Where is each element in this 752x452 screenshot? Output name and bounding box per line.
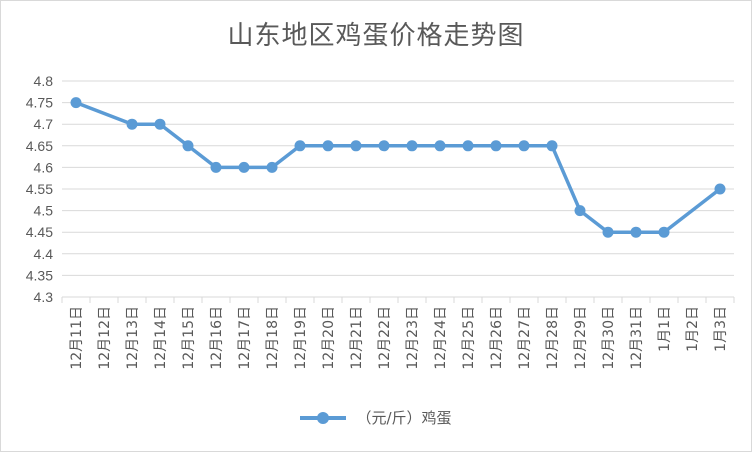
data-point [490,140,502,152]
x-tick-label: 1月3日 [713,306,729,352]
x-tick-label: 12月31日 [629,306,645,370]
x-tick-label: 12月15日 [181,306,197,370]
data-point [546,140,558,152]
x-tick-label: 12月20日 [321,306,337,370]
data-point [154,118,166,130]
data-point [126,118,138,130]
data-point [182,140,194,152]
x-tick-label: 12月19日 [293,306,309,370]
x-tick-label: 12月14日 [153,306,169,370]
x-tick-label: 12月22日 [377,306,393,370]
data-point [434,140,446,152]
data-point [378,140,390,152]
data-point [518,140,530,152]
x-tick-label: 12月21日 [349,306,365,370]
y-tick-label: 4.45 [26,224,53,240]
data-point [238,161,250,173]
chart-title: 山东地区鸡蛋价格走势图 [227,21,525,51]
x-tick-label: 12月23日 [405,306,421,370]
x-tick-label: 12月12日 [97,306,113,370]
data-point [294,140,306,152]
y-tick-label: 4.5 [34,203,54,219]
data-point [714,183,726,195]
x-tick-label: 12月30日 [601,306,617,370]
data-point [658,226,670,238]
data-point [350,140,362,152]
y-tick-label: 4.3 [34,289,54,305]
data-point [406,140,418,152]
x-tick-label: 1月1日 [657,306,673,352]
series-line [74,100,722,234]
x-tick-label: 12月24日 [433,306,449,370]
data-point [266,161,278,173]
legend-marker [317,411,330,424]
x-tick-label: 12月27日 [517,306,533,370]
data-point [462,140,474,152]
data-point [602,226,614,238]
x-tick-label: 12月18日 [265,306,281,370]
y-tick-label: 4.7 [34,116,54,132]
x-tick-label: 12月29日 [573,306,589,370]
x-tick-label: 1月2日 [685,306,701,352]
x-tick-label: 12月28日 [545,306,561,370]
data-point [322,140,334,152]
legend-label: （元/斤）鸡蛋 [356,409,452,427]
data-point [574,205,586,217]
y-tick-label: 4.4 [34,246,54,262]
y-tick-label: 4.35 [26,267,53,283]
data-point [70,97,82,109]
y-tick-label: 4.75 [26,95,53,111]
x-tick-label: 12月26日 [489,306,505,370]
x-tick-label: 12月16日 [209,306,225,370]
legend: （元/斤）鸡蛋 [1,407,751,428]
y-tick-label: 4.8 [34,73,54,89]
data-point [210,161,222,173]
y-tick-label: 4.55 [26,181,53,197]
x-tick-label: 12月25日 [461,306,477,370]
y-tick-label: 4.6 [34,159,54,175]
x-tick-label: 12月17日 [237,306,253,370]
data-point [630,226,642,238]
x-tick-label: 12月11日 [69,306,85,370]
x-tick-label: 12月13日 [125,306,141,370]
y-tick-label: 4.65 [26,138,53,154]
legend-swatch [300,411,347,424]
